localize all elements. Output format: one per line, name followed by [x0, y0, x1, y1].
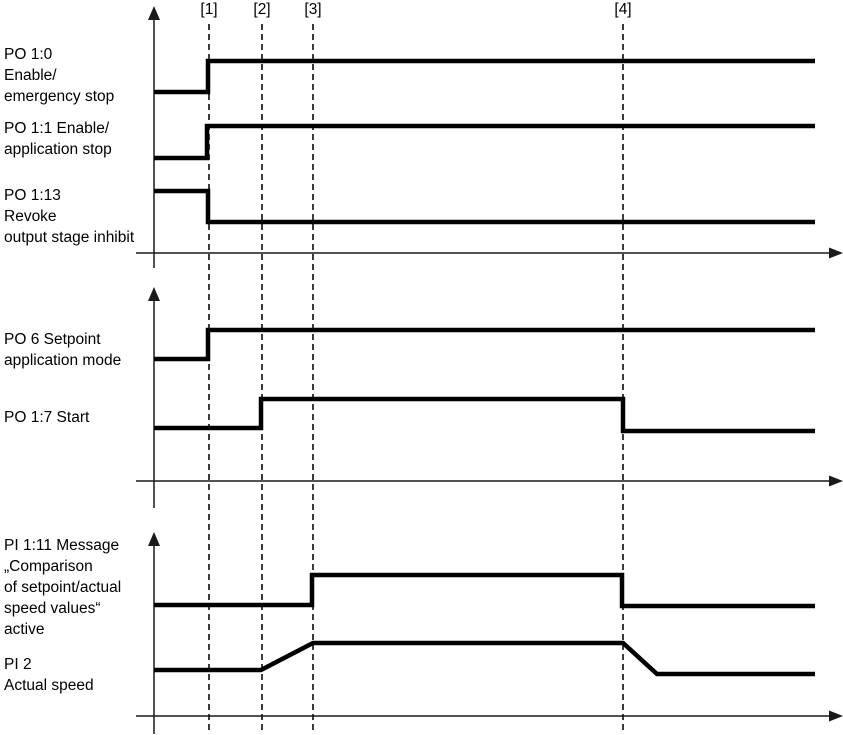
signal-waveform-po-1-13 [154, 188, 815, 225]
time-marker-label-1: [1] [200, 1, 218, 18]
signal-waveform-po-1-7 [154, 396, 815, 434]
signal-waveform-po-1-0 [154, 58, 815, 95]
signal-label-pi-2: PI 2 Actual speed [4, 656, 94, 694]
actual-value-panel-time-axis-arrowhead-icon [829, 710, 843, 722]
time-marker-label-4: [4] [614, 1, 632, 18]
signal-label-pi-1-11: PI 1:11 Message „Comparison of setpoint/… [4, 537, 122, 638]
time-marker-label-2: [2] [253, 1, 271, 18]
signal-waveform-pi-2 [154, 640, 815, 677]
setpoint-panel-time-axis-arrowhead-icon [829, 475, 843, 487]
signal-label-po-1-7: PO 1:7 Start [4, 409, 90, 426]
signal-label-po-1-0: PO 1:0 Enable/ emergency stop [4, 46, 115, 105]
signal-waveform-po-6 [154, 327, 815, 362]
signal-waveform-pi-1-11 [154, 572, 815, 609]
setpoint-panel-y-axis-arrowhead-icon [148, 287, 160, 301]
signal-label-po-1-13: PO 1:13 Revoke output stage inhibit [4, 187, 135, 246]
signal-label-po-6: PO 6 Setpoint application mode [4, 331, 122, 369]
signal-label-po-1-1: PO 1:1 Enable/ application stop [4, 120, 112, 158]
signal-waveform-po-1-1 [154, 123, 815, 161]
control-word-panel-time-axis-arrowhead-icon [829, 247, 843, 259]
time-marker-label-3: [3] [304, 1, 322, 18]
control-word-panel-y-axis-arrowhead-icon [148, 6, 160, 20]
actual-value-panel-y-axis-arrowhead-icon [148, 532, 160, 546]
